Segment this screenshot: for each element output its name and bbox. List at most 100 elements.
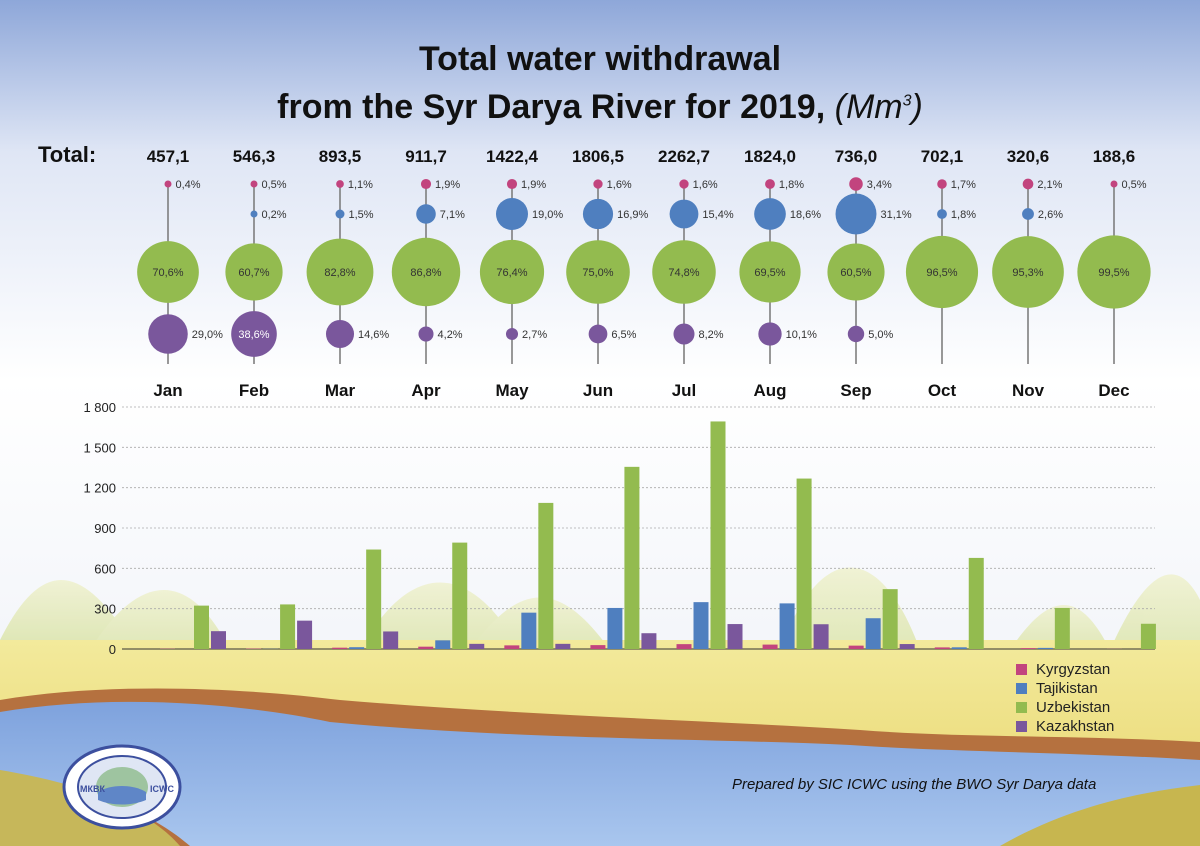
share-label: 6,5%: [611, 329, 636, 341]
share-label: 76,4%: [496, 267, 527, 279]
share-label: 2,6%: [1038, 209, 1063, 221]
bubble-kyrgyzstan-jun: [593, 179, 603, 189]
share-label: 0,2%: [262, 209, 287, 221]
bubble-tajikistan-jul: [669, 199, 699, 229]
bar-kyrgyzstan-may: [504, 645, 520, 649]
bubble-tajikistan-oct: [937, 209, 947, 219]
bubble-kazakhstan-sep: [847, 325, 865, 343]
bar-tajikistan-oct: [951, 647, 967, 649]
share-label: 10,1%: [786, 329, 817, 341]
share-label: 82,8%: [324, 267, 355, 279]
share-label: 0,4%: [176, 179, 201, 191]
bubble-kyrgyzstan-jan: [164, 180, 172, 188]
bar-uzbekistan-sep: [882, 589, 898, 649]
share-label: 86,8%: [410, 267, 441, 279]
y-tick-label: 600: [94, 561, 116, 576]
bar-kazakhstan-jul: [727, 624, 743, 649]
legend-item-kazakhstan: Kazakhstan: [1016, 717, 1114, 736]
share-label: 1,9%: [435, 179, 460, 191]
bar-kyrgyzstan-sep: [848, 645, 864, 649]
bubble-tajikistan-apr: [416, 204, 436, 224]
bubble-tajikistan-feb: [250, 210, 258, 218]
legend-label: Kazakhstan: [1036, 718, 1115, 735]
month-total: 546,3: [233, 147, 276, 166]
bar-tajikistan-aug: [779, 603, 795, 649]
share-label: 8,2%: [699, 329, 724, 341]
bar-kyrgyzstan-oct: [934, 647, 950, 649]
y-tick-label: 0: [109, 642, 116, 657]
month-total: 188,6: [1093, 147, 1136, 166]
share-label: 14,6%: [358, 329, 389, 341]
share-label: 3,4%: [867, 179, 892, 191]
share-label: 69,5%: [754, 267, 785, 279]
y-tick-label: 300: [94, 602, 116, 617]
chart-title-text: from the Syr Darya River for 2019,: [277, 88, 826, 126]
share-label: 60,7%: [238, 267, 269, 279]
month-label: Feb: [239, 381, 269, 400]
bubble-uzbekistan-mar: [306, 238, 374, 306]
month-total: 911,7: [405, 147, 447, 166]
share-label: 1,5%: [348, 209, 373, 221]
sic-icwc-logo: МКВК ICWC: [62, 744, 182, 830]
bubble-tajikistan-nov: [1022, 208, 1034, 220]
month-label: Jun: [583, 381, 613, 400]
bubble-kyrgyzstan-aug: [765, 179, 775, 189]
month-total: 1806,5: [572, 147, 624, 166]
grass-strip: [1000, 785, 1200, 846]
share-label: 75,0%: [582, 267, 613, 279]
share-label: 0,5%: [262, 179, 287, 191]
month-label: Nov: [1012, 381, 1045, 400]
bar-kazakhstan-aug: [813, 624, 829, 649]
month-total: 702,1: [921, 147, 964, 166]
bar-uzbekistan-jun: [624, 466, 640, 649]
month-total: 2262,7: [658, 147, 710, 166]
bar-kyrgyzstan-jun: [590, 645, 606, 649]
month-label: Sep: [840, 381, 871, 400]
bubble-uzbekistan-jul: [652, 240, 716, 304]
unit-exponent: 3: [902, 92, 912, 110]
y-tick-label: 1 200: [83, 481, 116, 496]
bar-kazakhstan-apr: [469, 643, 485, 649]
legend-swatch: [1016, 664, 1027, 675]
share-label: 1,8%: [951, 209, 976, 221]
month-total: 1422,4: [486, 147, 539, 166]
bubble-tajikistan-jun: [582, 198, 614, 230]
share-label: 2,7%: [522, 329, 547, 341]
month-total: 457,1: [147, 147, 190, 166]
share-label: 1,1%: [348, 179, 373, 191]
bubble-kyrgyzstan-sep: [849, 177, 863, 191]
share-label: 74,8%: [668, 267, 699, 279]
bar-tajikistan-jun: [607, 607, 623, 649]
bar-tajikistan-may: [521, 612, 537, 649]
share-label: 70,6%: [152, 267, 183, 279]
bar-kyrgyzstan-mar: [332, 647, 348, 649]
bubble-kyrgyzstan-oct: [937, 179, 947, 189]
legend-label: Kyrgyzstan: [1036, 661, 1111, 678]
month-label: Dec: [1098, 381, 1129, 400]
bar-uzbekistan-feb: [280, 604, 296, 649]
bar-tajikistan-mar: [349, 647, 365, 649]
bar-uzbekistan-jan: [194, 605, 209, 649]
month-total: 736,0: [835, 147, 878, 166]
unit-text: Mm: [845, 88, 903, 126]
share-label: 1,8%: [779, 179, 804, 191]
bar-kazakhstan-feb: [297, 620, 313, 649]
bar-kyrgyzstan-aug: [762, 644, 778, 649]
month-label: Mar: [325, 381, 356, 400]
bar-kazakhstan-mar: [383, 631, 399, 649]
bubble-tajikistan-sep: [835, 193, 877, 235]
share-label: 60,5%: [840, 267, 871, 279]
month-label: Oct: [928, 381, 957, 400]
bar-uzbekistan-aug: [796, 478, 812, 649]
bubble-uzbekistan-jan: [137, 241, 199, 303]
bubble-uzbekistan-sep: [827, 243, 885, 301]
legend-item-kyrgyzstan: Kyrgyzstan: [1016, 660, 1114, 679]
bubble-kyrgyzstan-mar: [336, 180, 344, 188]
month-label: Aug: [753, 381, 786, 400]
share-label: 38,6%: [238, 329, 269, 341]
share-label: 15,4%: [702, 209, 733, 221]
bubble-kazakhstan-apr: [418, 326, 434, 342]
legend-swatch: [1016, 702, 1027, 713]
bubble-uzbekistan-apr: [391, 237, 461, 307]
